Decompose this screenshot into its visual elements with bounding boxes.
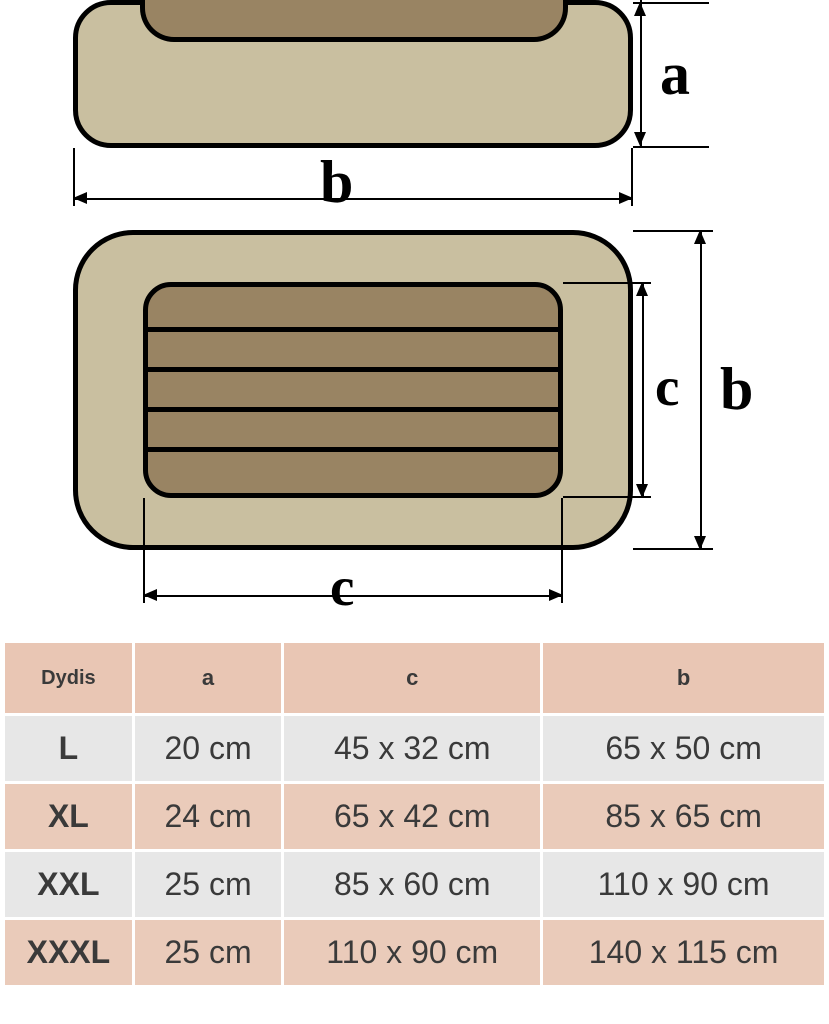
dimension-c-right-label: c xyxy=(655,355,679,418)
dimension-b-top-arrow-icon xyxy=(694,536,706,550)
cell-c: 65 x 42 cm xyxy=(283,783,542,851)
dimension-c-bottom-arrow-icon xyxy=(549,589,563,601)
dimension-c-bottom-label: c xyxy=(330,555,354,618)
cell-a: 25 cm xyxy=(133,919,282,987)
cell-b: 140 x 115 cm xyxy=(542,919,826,987)
dimension-b-side-arrow-icon xyxy=(619,192,633,204)
cell-c: 85 x 60 cm xyxy=(283,851,542,919)
top-view-stripe xyxy=(143,327,563,332)
size-table: Dydis a c b L 20 cm 45 x 32 cm 65 x 50 c… xyxy=(2,640,827,988)
table-header-row: Dydis a c b xyxy=(4,642,826,715)
dimension-a-arrow-icon xyxy=(634,132,646,146)
dimension-c-right-line xyxy=(642,282,644,498)
cell-b: 110 x 90 cm xyxy=(542,851,826,919)
top-view-inner xyxy=(143,282,563,498)
dimension-b-top-label: b xyxy=(720,355,753,424)
cell-b: 85 x 65 cm xyxy=(542,783,826,851)
side-view-inner xyxy=(140,0,568,42)
dimension-c-bottom-arrow-icon xyxy=(143,589,157,601)
cell-dydis: XL xyxy=(4,783,134,851)
dimension-c-right-arrow-icon xyxy=(636,282,648,296)
cell-a: 24 cm xyxy=(133,783,282,851)
top-view-stripe xyxy=(143,367,563,372)
dimension-b-side-label: b xyxy=(320,148,353,217)
table-row: XXL 25 cm 85 x 60 cm 110 x 90 cm xyxy=(4,851,826,919)
cell-c: 110 x 90 cm xyxy=(283,919,542,987)
dimension-a-label: a xyxy=(660,40,690,109)
table-header-b: b xyxy=(542,642,826,715)
cell-b: 65 x 50 cm xyxy=(542,715,826,783)
table-row: XXXL 25 cm 110 x 90 cm 140 x 115 cm xyxy=(4,919,826,987)
cell-dydis: XXL xyxy=(4,851,134,919)
cell-a: 25 cm xyxy=(133,851,282,919)
table-header-dydis: Dydis xyxy=(4,642,134,715)
top-view-stripe xyxy=(143,407,563,412)
table-header-c: c xyxy=(283,642,542,715)
dimension-b-top-line xyxy=(700,230,702,550)
dimension-diagram: a b b c c xyxy=(0,0,829,630)
table-row: XL 24 cm 65 x 42 cm 85 x 65 cm xyxy=(4,783,826,851)
dimension-b-side-arrow-icon xyxy=(73,192,87,204)
top-view-stripe xyxy=(143,447,563,452)
dimension-a-line xyxy=(640,0,642,148)
dimension-c-right-arrow-icon xyxy=(636,484,648,498)
dimension-c-bottom-tick xyxy=(143,498,145,603)
cell-dydis: L xyxy=(4,715,134,783)
dimension-c-bottom-tick xyxy=(561,498,563,603)
table-row: L 20 cm 45 x 32 cm 65 x 50 cm xyxy=(4,715,826,783)
table-header-a: a xyxy=(133,642,282,715)
dimension-a-arrow-icon xyxy=(634,2,646,16)
dimension-b-top-arrow-icon xyxy=(694,230,706,244)
cell-c: 45 x 32 cm xyxy=(283,715,542,783)
cell-dydis: XXXL xyxy=(4,919,134,987)
cell-a: 20 cm xyxy=(133,715,282,783)
dimension-a-tick xyxy=(633,146,709,148)
